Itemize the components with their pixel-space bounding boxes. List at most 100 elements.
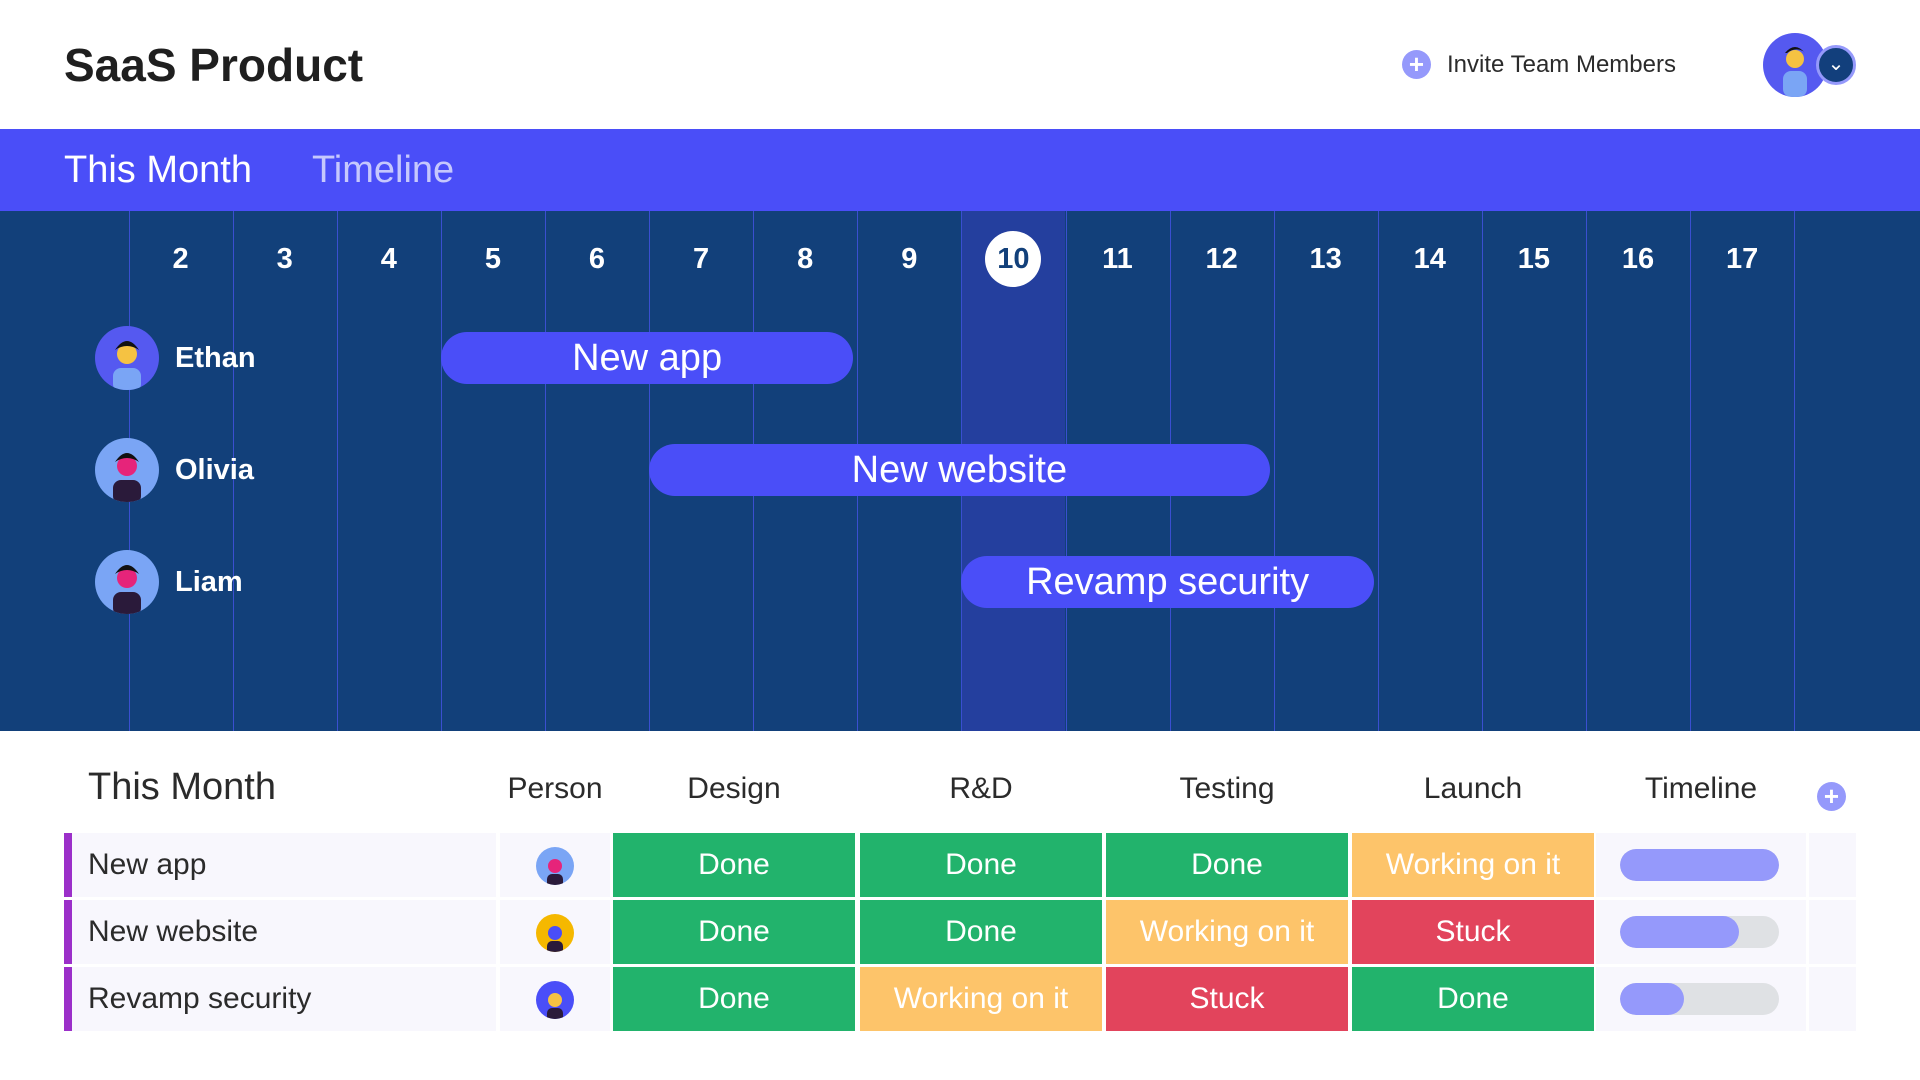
status-cell[interactable]: Done	[613, 967, 855, 1031]
status-cell[interactable]: Working on it	[1352, 833, 1594, 897]
column-header: Person	[507, 772, 603, 805]
day-column-end	[1794, 211, 1796, 731]
person-name: Liam	[175, 565, 243, 598]
day-label: 2	[129, 231, 233, 287]
status-cell[interactable]: Working on it	[860, 967, 1102, 1031]
day-label: 17	[1690, 231, 1794, 287]
day-number: 5	[484, 243, 501, 275]
day-number: 3	[276, 243, 293, 275]
empty-cell	[1809, 833, 1856, 897]
day-column	[1377, 211, 1482, 731]
status-cell[interactable]: Done	[860, 900, 1102, 964]
day-label: 6	[545, 231, 649, 287]
timeline-progress-fill	[1620, 916, 1740, 948]
person-row-ethan: Ethan	[95, 326, 256, 390]
day-column	[1481, 211, 1586, 731]
day-number: 6	[588, 243, 606, 275]
timeline-cell[interactable]	[1596, 967, 1806, 1031]
person-cell[interactable]	[500, 900, 610, 964]
task-bar[interactable]: New app	[440, 332, 854, 384]
gantt-chart: 2 3 4 5 6 7 8 9 10 11 12 13 14 15 16 17 Ethan New app Oliv…	[0, 211, 1920, 731]
avatar	[95, 438, 159, 502]
day-label: 10	[961, 231, 1065, 287]
timeline-progress-bar	[1620, 983, 1779, 1015]
day-number: 8	[797, 243, 814, 275]
day-column	[440, 211, 545, 731]
timeline-cell[interactable]	[1596, 900, 1806, 964]
status-cell[interactable]: Stuck	[1352, 900, 1594, 964]
day-label: 14	[1378, 231, 1482, 287]
day-label: 9	[857, 231, 961, 287]
table-row[interactable]: New app Done Done Done Working on it	[64, 833, 1856, 897]
empty-cell	[1809, 967, 1856, 1031]
day-label: 3	[233, 231, 337, 287]
invite-label: Invite Team Members	[1447, 50, 1676, 78]
column-header: Launch	[1423, 772, 1523, 805]
day-number: 12	[1205, 243, 1238, 275]
day-number: 9	[901, 243, 918, 275]
table-title: This Month	[88, 766, 276, 808]
tab-timeline[interactable]: Timeline	[312, 149, 455, 191]
day-number: 13	[1309, 243, 1342, 275]
day-label: 11	[1066, 231, 1170, 287]
header: SaaS Product + Invite Team Members ⌄	[0, 0, 1920, 129]
day-label: 12	[1170, 231, 1274, 287]
person-name: Olivia	[175, 453, 254, 486]
column-header: Timeline	[1644, 772, 1758, 805]
person-avatar	[536, 914, 574, 952]
task-bar[interactable]: Revamp security	[961, 556, 1374, 608]
plus-circle-icon: +	[1402, 50, 1431, 79]
account-menu-chevron-down-icon[interactable]: ⌄	[1816, 45, 1856, 85]
task-bar[interactable]: New website	[649, 444, 1270, 496]
day-label: 4	[337, 231, 441, 287]
timeline-progress-fill	[1620, 849, 1779, 881]
timeline-progress-bar	[1620, 849, 1779, 881]
day-number: 15	[1517, 243, 1551, 275]
item-name[interactable]: New app	[64, 833, 496, 897]
timeline-progress-bar	[1620, 916, 1779, 948]
table-row[interactable]: Revamp security Done Working on it Stuck Do…	[64, 967, 1856, 1031]
item-name[interactable]: Revamp security	[64, 967, 496, 1031]
table-row[interactable]: New website Done Done Working on it Stuck	[64, 900, 1856, 964]
status-cell[interactable]: Done	[613, 833, 855, 897]
timeline-progress-fill	[1620, 983, 1684, 1015]
invite-team-members-button[interactable]: + Invite Team Members	[1402, 50, 1676, 79]
add-column-plus-icon[interactable]: +	[1817, 782, 1846, 811]
day-number: 4	[380, 243, 397, 275]
day-label: 8	[753, 231, 857, 287]
day-number: 16	[1621, 243, 1655, 275]
status-cell[interactable]: Done	[1106, 833, 1348, 897]
day-label: 15	[1482, 231, 1586, 287]
status-cell[interactable]: Stuck	[1106, 967, 1348, 1031]
status-cell[interactable]: Working on it	[1106, 900, 1348, 964]
person-row-olivia: Olivia	[95, 438, 254, 502]
day-number: 2	[172, 243, 189, 275]
empty-cell	[1809, 900, 1856, 964]
item-name[interactable]: New website	[64, 900, 496, 964]
day-label: 7	[649, 231, 753, 287]
avatar	[95, 326, 159, 390]
day-number: 7	[693, 243, 710, 275]
person-avatar	[536, 981, 574, 1019]
tab-this-month[interactable]: This Month	[64, 149, 252, 191]
person-avatar	[536, 847, 574, 885]
person-cell[interactable]	[500, 967, 610, 1031]
column-header: Testing	[1179, 772, 1275, 805]
status-cell[interactable]: Done	[613, 900, 855, 964]
view-tabs: This Month Timeline	[0, 129, 1920, 211]
day-label: 13	[1274, 231, 1378, 287]
column-header: R&D	[949, 772, 1013, 805]
timeline-cell[interactable]	[1596, 833, 1806, 897]
day-label: 16	[1586, 231, 1690, 287]
day-number: 11	[1102, 243, 1133, 275]
day-column	[1273, 211, 1378, 731]
avatar	[95, 550, 159, 614]
status-cell[interactable]: Done	[1352, 967, 1594, 1031]
day-column	[336, 211, 441, 731]
person-name: Ethan	[175, 341, 256, 374]
day-number: 17	[1725, 243, 1759, 275]
day-label: 5	[441, 231, 545, 287]
day-column	[545, 211, 649, 731]
person-cell[interactable]	[500, 833, 610, 897]
status-cell[interactable]: Done	[860, 833, 1102, 897]
